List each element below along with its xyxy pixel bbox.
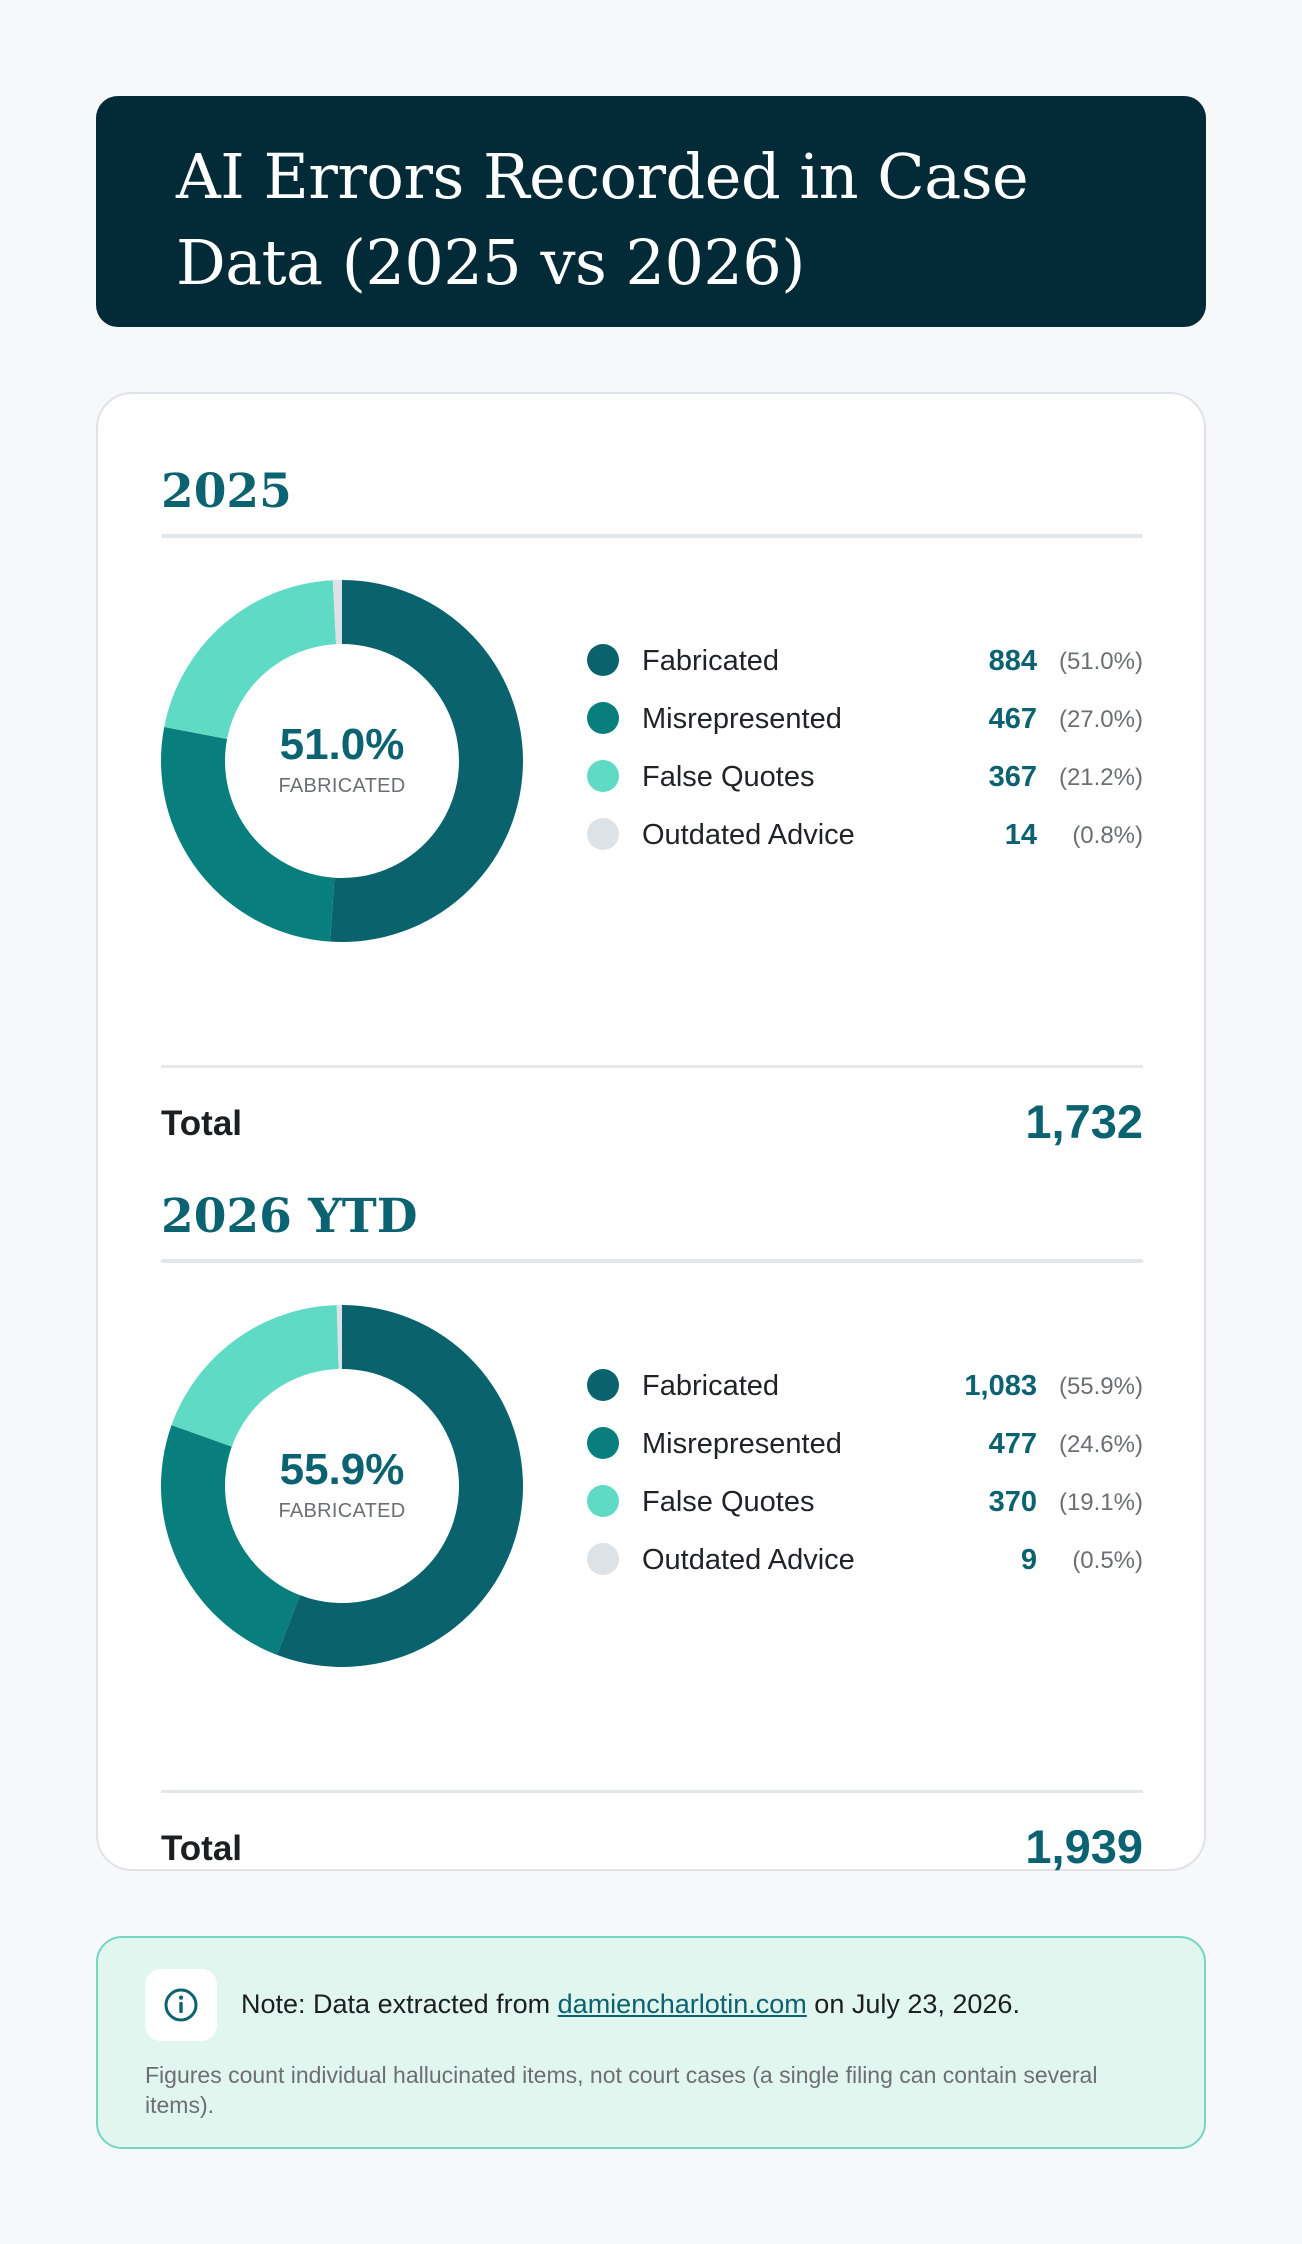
donut-svg [161,1305,523,1667]
legend-value: 477 [988,1428,1037,1460]
donut-slice-fabricated [276,1305,523,1667]
legend-percent: (0.8%) [1072,822,1143,849]
legend-label: Misrepresented [642,1428,842,1460]
total-label: Total [161,1104,243,1143]
donut-chart: 51.0% FABRICATED [161,580,523,942]
legend-item-outdated-advice: Outdated Advice 14 (0.8%) [587,806,1143,864]
charts-card: 2025 51.0% FABRICATED Fabricated 884 (51… [96,392,1206,1873]
note-prefix: Note: Data extracted from [241,1989,551,2019]
donut-slice-fabricated [330,580,523,942]
center-label: FABRICATED [278,775,406,797]
legend-label: Outdated Advice [642,1544,855,1576]
legend-label: False Quotes [642,1486,815,1518]
center-percent: 55.9% [279,1445,405,1494]
legend-value: 9 [1020,1544,1037,1576]
legend-value: 367 [988,761,1037,793]
legend-value: 1,083 [964,1370,1037,1402]
donut-chart: 55.9% FABRICATED [161,1305,523,1667]
donut-slice-misrepresented [161,727,335,942]
section-title: 2025 [161,464,292,519]
donut-svg [161,580,523,942]
legend-item-fabricated: Fabricated 1,083 (55.9%) [587,1357,1143,1415]
legend-label: Outdated Advice [642,819,855,851]
legend-item-misrepresented: Misrepresented 467 (27.0%) [587,690,1143,748]
total-value: 1,939 [1025,1820,1143,1873]
page-title: AI Errors Recorded in Case Data (2025 vs… [176,140,1029,299]
legend-percent: (24.6%) [1058,1431,1143,1458]
center-label: FABRICATED [278,1500,406,1522]
total-divider [161,1790,1143,1793]
donut-slice-outdated-advice [336,1305,342,1370]
legend-item-fabricated: Fabricated 884 (51.0%) [587,632,1143,690]
legend-value: 467 [988,703,1037,735]
legend-swatch [587,1427,619,1459]
legend-label: Misrepresented [642,703,842,735]
legend-label: Fabricated [642,1370,780,1402]
total-label: Total [161,1829,243,1868]
legend-percent: (19.1%) [1058,1489,1143,1516]
legend-value: 14 [1004,819,1037,851]
legend-swatch [587,1485,619,1517]
legend-swatch [587,644,619,676]
source-note: Note: Data extracted from damiencharloti… [96,1936,1206,2149]
legend-percent: (21.2%) [1058,764,1143,791]
legend-percent: (51.0%) [1058,648,1143,675]
title-divider [161,1259,1143,1263]
legend-label: False Quotes [642,761,815,793]
section-title: 2026 YTD [161,1189,418,1244]
legend-swatch [587,818,619,850]
total-divider [161,1065,1143,1068]
legend-swatch [587,1543,619,1575]
donut-slice-false-quotes [164,580,337,740]
legend-swatch [587,760,619,792]
legend-value: 884 [988,645,1037,677]
legend-swatch [587,702,619,734]
legend-percent: (0.5%) [1072,1547,1143,1574]
page-header: AI Errors Recorded in Case Data (2025 vs… [96,96,1206,327]
chart-section-2025: 2025 51.0% FABRICATED Fabricated 884 (51… [161,462,1143,1148]
legend-percent: (55.9%) [1058,1373,1143,1400]
note-text: Note: Data extracted from damiencharloti… [241,1986,1020,2022]
legend-label: Fabricated [642,645,780,677]
total-value: 1,732 [1025,1095,1143,1148]
legend-percent: (27.0%) [1058,706,1143,733]
donut-slice-false-quotes [171,1305,339,1447]
legend-item-false-quotes: False Quotes 370 (19.1%) [587,1473,1143,1531]
legend-item-misrepresented: Misrepresented 477 (24.6%) [587,1415,1143,1473]
legend-swatch [587,1369,619,1401]
source-link[interactable]: damiencharlotin.com [557,1989,807,2019]
title-divider [161,534,1143,538]
chart-section-2026: 2026 YTD 55.9% FABRICATED Fabricated 1,0… [161,1187,1143,1873]
legend: Fabricated 884 (51.0%) Misrepresented 46… [587,632,1143,864]
info-icon [145,1969,217,2041]
donut-slice-misrepresented [161,1425,300,1655]
note-detail: Figures count individual hallucinated it… [145,2062,1098,2118]
legend-item-outdated-advice: Outdated Advice 9 (0.5%) [587,1531,1143,1589]
donut-slice-outdated-advice [332,580,342,645]
legend-item-false-quotes: False Quotes 367 (21.2%) [587,748,1143,806]
center-percent: 51.0% [279,720,405,769]
note-suffix: on July 23, 2026. [814,1989,1020,2019]
legend: Fabricated 1,083 (55.9%) Misrepresented … [587,1357,1143,1589]
legend-value: 370 [988,1486,1037,1518]
